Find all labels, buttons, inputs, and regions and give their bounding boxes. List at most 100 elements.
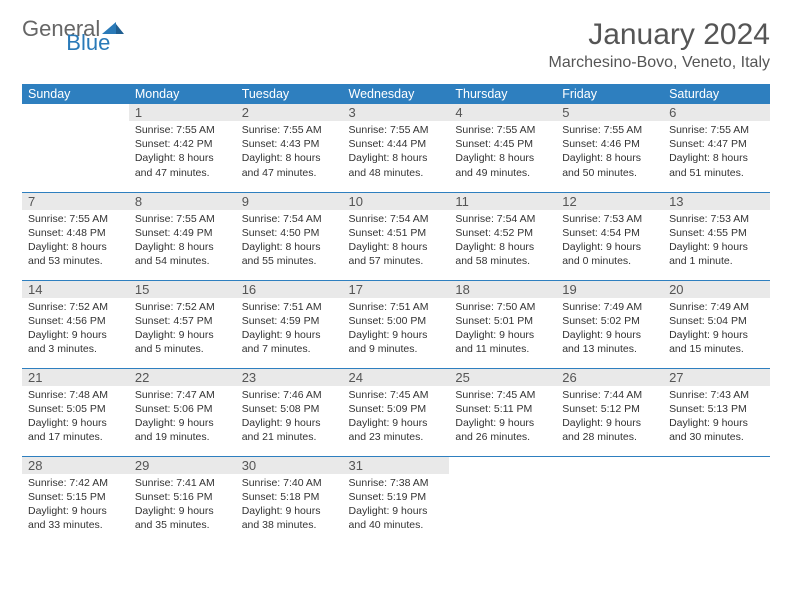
day-content: Sunrise: 7:40 AMSunset: 5:18 PMDaylight:…: [236, 474, 343, 537]
daylight-line: Daylight: 9 hours and 23 minutes.: [349, 417, 428, 443]
daylight-line: Daylight: 9 hours and 0 minutes.: [562, 241, 641, 267]
sunrise-line: Sunrise: 7:50 AM: [455, 301, 535, 313]
day-content: Sunrise: 7:55 AMSunset: 4:44 PMDaylight:…: [343, 121, 450, 184]
calendar-day-cell: 28Sunrise: 7:42 AMSunset: 5:15 PMDayligh…: [22, 456, 129, 544]
sunset-line: Sunset: 4:46 PM: [562, 138, 640, 150]
day-number: 1: [129, 104, 236, 121]
calendar-day-cell: [663, 456, 770, 544]
daylight-line: Daylight: 9 hours and 19 minutes.: [135, 417, 214, 443]
calendar-day-cell: 2Sunrise: 7:55 AMSunset: 4:43 PMDaylight…: [236, 104, 343, 192]
daylight-line: Daylight: 9 hours and 21 minutes.: [242, 417, 321, 443]
day-content: Sunrise: 7:46 AMSunset: 5:08 PMDaylight:…: [236, 386, 343, 449]
sunrise-line: Sunrise: 7:54 AM: [455, 213, 535, 225]
location-subtitle: Marchesino-Bovo, Veneto, Italy: [549, 54, 770, 72]
day-content: Sunrise: 7:55 AMSunset: 4:48 PMDaylight:…: [22, 210, 129, 273]
title-block: January 2024 Marchesino-Bovo, Veneto, It…: [549, 18, 770, 72]
day-number: 7: [22, 193, 129, 210]
sunset-line: Sunset: 5:16 PM: [135, 491, 213, 503]
sunrise-line: Sunrise: 7:55 AM: [562, 124, 642, 136]
day-number: 2: [236, 104, 343, 121]
day-number: 10: [343, 193, 450, 210]
sunrise-line: Sunrise: 7:44 AM: [562, 389, 642, 401]
day-content: Sunrise: 7:55 AMSunset: 4:49 PMDaylight:…: [129, 210, 236, 273]
day-number: 13: [663, 193, 770, 210]
sunset-line: Sunset: 5:18 PM: [242, 491, 320, 503]
day-number: 26: [556, 369, 663, 386]
sunrise-line: Sunrise: 7:55 AM: [28, 213, 108, 225]
calendar-day-cell: 17Sunrise: 7:51 AMSunset: 5:00 PMDayligh…: [343, 280, 450, 368]
sunset-line: Sunset: 5:06 PM: [135, 403, 213, 415]
daylight-line: Daylight: 9 hours and 33 minutes.: [28, 505, 107, 531]
day-content: Sunrise: 7:51 AMSunset: 4:59 PMDaylight:…: [236, 298, 343, 361]
sunrise-line: Sunrise: 7:47 AM: [135, 389, 215, 401]
daylight-line: Daylight: 9 hours and 7 minutes.: [242, 329, 321, 355]
calendar-day-cell: 15Sunrise: 7:52 AMSunset: 4:57 PMDayligh…: [129, 280, 236, 368]
sunrise-line: Sunrise: 7:52 AM: [28, 301, 108, 313]
sunset-line: Sunset: 4:45 PM: [455, 138, 533, 150]
sunset-line: Sunset: 4:52 PM: [455, 227, 533, 239]
daylight-line: Daylight: 8 hours and 48 minutes.: [349, 152, 428, 178]
sunrise-line: Sunrise: 7:42 AM: [28, 477, 108, 489]
day-content: Sunrise: 7:52 AMSunset: 4:57 PMDaylight:…: [129, 298, 236, 361]
calendar-day-cell: 29Sunrise: 7:41 AMSunset: 5:16 PMDayligh…: [129, 456, 236, 544]
day-number: 4: [449, 104, 556, 121]
sunset-line: Sunset: 4:50 PM: [242, 227, 320, 239]
calendar-day-cell: 31Sunrise: 7:38 AMSunset: 5:19 PMDayligh…: [343, 456, 450, 544]
calendar-day-cell: 22Sunrise: 7:47 AMSunset: 5:06 PMDayligh…: [129, 368, 236, 456]
weekday-header: Monday: [129, 84, 236, 104]
day-content: Sunrise: 7:54 AMSunset: 4:52 PMDaylight:…: [449, 210, 556, 273]
sunset-line: Sunset: 5:00 PM: [349, 315, 427, 327]
calendar-day-cell: 18Sunrise: 7:50 AMSunset: 5:01 PMDayligh…: [449, 280, 556, 368]
calendar-day-cell: 3Sunrise: 7:55 AMSunset: 4:44 PMDaylight…: [343, 104, 450, 192]
calendar-day-cell: [556, 456, 663, 544]
calendar-day-cell: [22, 104, 129, 192]
day-number: 14: [22, 281, 129, 298]
daylight-line: Daylight: 9 hours and 30 minutes.: [669, 417, 748, 443]
calendar-day-cell: 23Sunrise: 7:46 AMSunset: 5:08 PMDayligh…: [236, 368, 343, 456]
daylight-line: Daylight: 8 hours and 55 minutes.: [242, 241, 321, 267]
sunrise-line: Sunrise: 7:46 AM: [242, 389, 322, 401]
sunrise-line: Sunrise: 7:54 AM: [242, 213, 322, 225]
sunrise-line: Sunrise: 7:52 AM: [135, 301, 215, 313]
calendar-day-cell: 13Sunrise: 7:53 AMSunset: 4:55 PMDayligh…: [663, 192, 770, 280]
calendar-day-cell: 30Sunrise: 7:40 AMSunset: 5:18 PMDayligh…: [236, 456, 343, 544]
day-content: Sunrise: 7:47 AM Sunset: 5:06 PM Daylight:…: [129, 386, 236, 449]
weekday-header: Thursday: [449, 84, 556, 104]
sunset-line: Sunset: 4:51 PM: [349, 227, 427, 239]
sunset-line: Sunset: 5:13 PM: [669, 403, 747, 415]
daylight-line: Daylight: 8 hours and 54 minutes.: [135, 241, 214, 267]
sunset-line: Sunset: 5:04 PM: [669, 315, 747, 327]
sunset-line: Sunset: 5:02 PM: [562, 315, 640, 327]
calendar-day-cell: 1Sunrise: 7:55 AMSunset: 4:42 PMDaylight…: [129, 104, 236, 192]
sunrise-line: Sunrise: 7:48 AM: [28, 389, 108, 401]
day-content: Sunrise: 7:41 AMSunset: 5:16 PMDaylight:…: [129, 474, 236, 537]
day-content: Sunrise: 7:54 AM Sunset: 4:50 PM Daylight:…: [236, 210, 343, 273]
day-content: Sunrise: 7:43 AMSunset: 5:13 PMDaylight:…: [663, 386, 770, 449]
day-content: Sunrise: 7:44 AMSunset: 5:12 PMDaylight:…: [556, 386, 663, 449]
sunrise-line: Sunrise: 7:41 AM: [135, 477, 215, 489]
day-number: 23: [236, 369, 343, 386]
daylight-line: Daylight: 9 hours and 3 minutes.: [28, 329, 107, 355]
calendar-day-cell: 9Sunrise: 7:54 AMSunset: 4:50 PMDaylight…: [236, 192, 343, 280]
day-number: 28: [22, 457, 129, 474]
daylight-line: Daylight: 8 hours and 47 minutes.: [242, 152, 321, 178]
calendar-day-cell: 24Sunrise: 7:45 AMSunset: 5:09 PMDayligh…: [343, 368, 450, 456]
sunset-line: Sunset: 5:11 PM: [455, 403, 532, 415]
sunrise-line: Sunrise: 7:55 AM: [349, 124, 429, 136]
daylight-line: Daylight: 9 hours and 11 minutes.: [455, 329, 534, 355]
daylight-line: Daylight: 8 hours and 53 minutes.: [28, 241, 107, 267]
day-content: Sunrise: 7:42 AMSunset: 5:15 PMDaylight:…: [22, 474, 129, 537]
sunset-line: Sunset: 4:57 PM: [135, 315, 213, 327]
day-number: 17: [343, 281, 450, 298]
day-number: 31: [343, 457, 450, 474]
sunset-line: Sunset: 4:49 PM: [135, 227, 213, 239]
day-content: Sunrise: 7:55 AMSunset: 4:45 PMDaylight:…: [449, 121, 556, 184]
calendar-day-cell: [449, 456, 556, 544]
sunset-line: Sunset: 5:19 PM: [349, 491, 427, 503]
sunrise-line: Sunrise: 7:38 AM: [349, 477, 429, 489]
calendar-week-row: 28Sunrise: 7:42 AMSunset: 5:15 PMDayligh…: [22, 456, 770, 544]
sunset-line: Sunset: 5:05 PM: [28, 403, 106, 415]
calendar-day-cell: 11Sunrise: 7:54 AMSunset: 4:52 PMDayligh…: [449, 192, 556, 280]
day-number: 24: [343, 369, 450, 386]
day-number: 30: [236, 457, 343, 474]
